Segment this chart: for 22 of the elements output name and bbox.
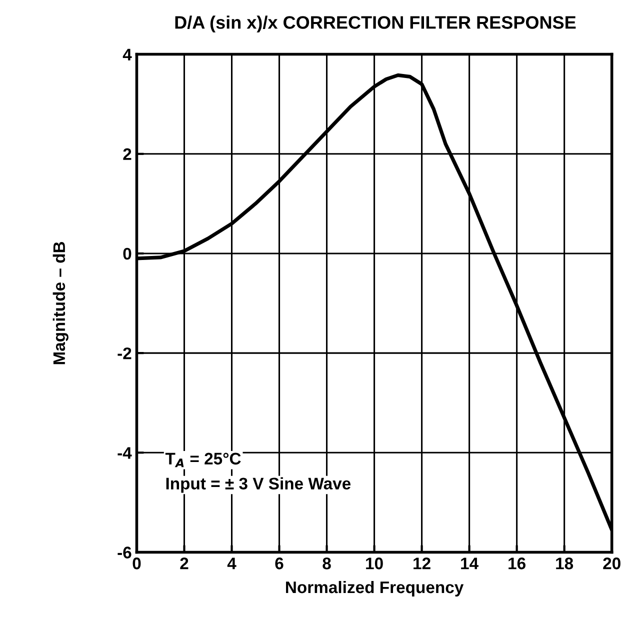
x-tick-label: 20 xyxy=(603,558,620,570)
y-tick-label: 2 xyxy=(123,148,132,160)
chart-title: D/A (sin x)/x CORRECTION FILTER RESPONSE xyxy=(175,16,576,32)
x-tick-label: 10 xyxy=(366,558,383,570)
y-tick-label: -2 xyxy=(118,347,132,360)
x-tick-label: 0 xyxy=(132,558,141,570)
x-tick-label: 14 xyxy=(461,558,478,570)
x-tick-label: 12 xyxy=(414,558,430,570)
y-axis-title: Magnitude – dB xyxy=(52,242,68,364)
y-tick-label: -4 xyxy=(118,447,132,459)
x-tick-label: 4 xyxy=(227,558,236,570)
x-tick-label: 2 xyxy=(180,558,188,570)
x-tick-label: 8 xyxy=(322,558,331,570)
x-tick-label: 16 xyxy=(508,558,526,570)
y-tick-label: 4 xyxy=(122,48,132,60)
annotation: T$_{A}$ = 25°C xyxy=(165,452,241,468)
y-tick-label: -6 xyxy=(118,546,132,558)
annotation: Input = ± 3 V Sine Wave xyxy=(166,477,351,493)
x-tick-label: 18 xyxy=(556,558,574,570)
x-tick-label: 6 xyxy=(275,558,284,570)
x-axis-title: Normalized Frequency xyxy=(286,580,464,597)
y-tick-label: 0 xyxy=(123,248,132,260)
